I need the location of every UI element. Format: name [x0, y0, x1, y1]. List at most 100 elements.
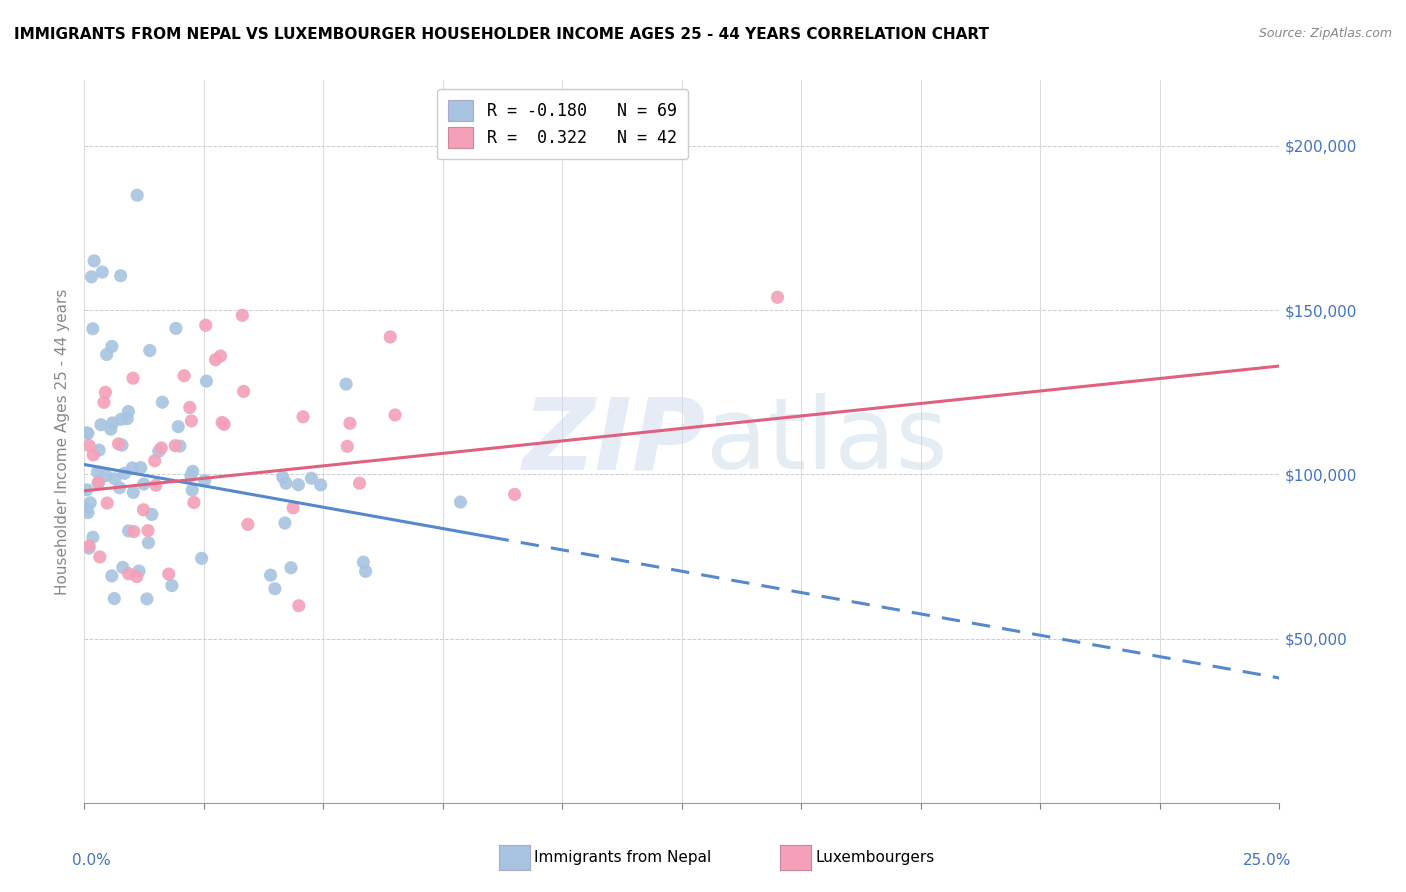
- Point: [83, 253, 105, 268]
- Point: [136, 524, 159, 538]
- Point: [121, 460, 143, 475]
- Point: [110, 412, 132, 426]
- Point: [766, 290, 789, 304]
- Point: [212, 417, 235, 432]
- Point: [111, 438, 134, 452]
- Point: [145, 478, 167, 492]
- Point: [80, 269, 103, 284]
- Point: [90, 417, 112, 432]
- Point: [101, 339, 124, 353]
- Point: [148, 444, 170, 458]
- Point: [91, 265, 114, 279]
- Point: [339, 417, 361, 431]
- Point: [352, 555, 374, 569]
- Point: [77, 539, 100, 553]
- Point: [209, 349, 232, 363]
- Point: [122, 371, 145, 385]
- Point: [128, 564, 150, 578]
- Text: ZIP: ZIP: [523, 393, 706, 490]
- Point: [281, 500, 304, 515]
- Point: [280, 560, 302, 574]
- Point: [195, 374, 218, 388]
- Text: 25.0%: 25.0%: [1243, 854, 1292, 869]
- Point: [132, 502, 155, 516]
- Point: [77, 426, 100, 441]
- Point: [299, 471, 322, 485]
- Point: [264, 582, 287, 596]
- Point: [157, 567, 180, 582]
- Point: [183, 495, 205, 509]
- Point: [101, 416, 124, 430]
- Point: [194, 474, 217, 488]
- Point: [274, 516, 297, 530]
- Point: [94, 385, 117, 400]
- Point: [77, 438, 100, 452]
- Point: [236, 517, 259, 532]
- Point: [179, 401, 201, 415]
- Point: [76, 425, 98, 440]
- Point: [117, 524, 139, 538]
- Point: [77, 506, 100, 520]
- Point: [169, 439, 191, 453]
- Point: [127, 188, 149, 202]
- Point: [93, 395, 115, 409]
- Text: Luxembourgers: Luxembourgers: [815, 850, 935, 864]
- Point: [211, 416, 233, 430]
- Point: [76, 483, 98, 497]
- Point: [108, 481, 131, 495]
- Point: [122, 524, 145, 539]
- Point: [87, 443, 110, 458]
- Point: [79, 496, 101, 510]
- Point: [77, 541, 100, 556]
- Point: [111, 560, 134, 574]
- Point: [150, 441, 173, 455]
- Text: IMMIGRANTS FROM NEPAL VS LUXEMBOURGER HOUSEHOLDER INCOME AGES 25 - 44 YEARS CORR: IMMIGRANTS FROM NEPAL VS LUXEMBOURGER HO…: [14, 27, 988, 42]
- Point: [96, 347, 118, 361]
- Point: [104, 472, 127, 486]
- Point: [259, 568, 281, 582]
- Text: atlas: atlas: [706, 393, 948, 490]
- Point: [76, 500, 98, 515]
- Text: Immigrants from Nepal: Immigrants from Nepal: [534, 850, 711, 864]
- Point: [181, 483, 204, 498]
- Point: [288, 599, 311, 613]
- Point: [271, 470, 294, 484]
- Legend: R = -0.180   N = 69, R =  0.322   N = 42: R = -0.180 N = 69, R = 0.322 N = 42: [437, 88, 688, 160]
- Point: [87, 475, 110, 490]
- Point: [103, 591, 125, 606]
- Point: [118, 566, 141, 581]
- Point: [309, 478, 332, 492]
- Point: [101, 569, 124, 583]
- Text: Source: ZipAtlas.com: Source: ZipAtlas.com: [1258, 27, 1392, 40]
- Text: 0.0%: 0.0%: [73, 854, 111, 869]
- Point: [94, 468, 117, 483]
- Point: [125, 569, 148, 583]
- Point: [132, 477, 155, 491]
- Point: [194, 318, 217, 333]
- Point: [82, 322, 104, 336]
- Point: [107, 437, 129, 451]
- Point: [204, 352, 226, 367]
- Point: [287, 477, 309, 491]
- Point: [167, 419, 190, 434]
- Point: [336, 439, 359, 453]
- Point: [139, 343, 162, 358]
- Point: [274, 476, 297, 491]
- Point: [190, 551, 212, 566]
- Point: [87, 475, 110, 490]
- Point: [115, 411, 138, 425]
- Point: [89, 549, 111, 564]
- Point: [384, 408, 406, 422]
- Point: [354, 565, 377, 579]
- Point: [450, 495, 472, 509]
- Point: [141, 508, 163, 522]
- Point: [122, 485, 145, 500]
- Point: [129, 460, 152, 475]
- Point: [150, 395, 173, 409]
- Point: [160, 579, 183, 593]
- Point: [165, 321, 187, 335]
- Point: [503, 487, 526, 501]
- Point: [180, 468, 202, 483]
- Point: [135, 591, 157, 606]
- Point: [231, 309, 253, 323]
